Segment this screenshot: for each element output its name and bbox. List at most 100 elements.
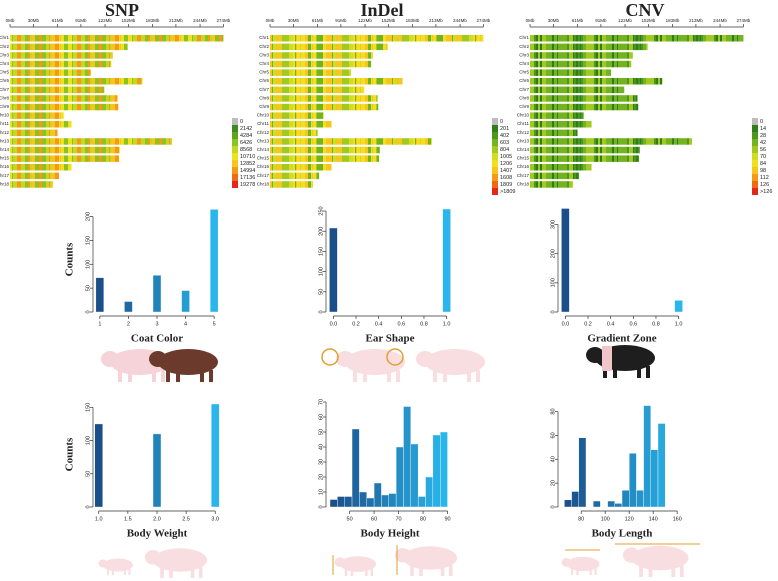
legend-label: 17136 <box>240 175 255 181</box>
ear-highlight <box>386 348 404 366</box>
chromosome-bar <box>530 103 639 111</box>
histogram-bar <box>657 423 666 508</box>
row-label: Chr9 <box>259 104 269 109</box>
panel-title: SNP <box>105 0 139 20</box>
legend-swatch <box>492 118 498 125</box>
legend-label: 10710 <box>240 154 255 160</box>
row-label: Chr11 <box>0 121 9 126</box>
row-label: Chr1 <box>259 35 269 40</box>
row-label: Chr5 <box>259 70 269 75</box>
legend-swatch <box>232 139 238 146</box>
x-tick-label: 0.4 <box>375 321 383 327</box>
chromosome-bar <box>270 129 318 137</box>
chromosome-bar <box>530 146 640 154</box>
histogram-bar <box>351 428 360 508</box>
legend-swatch <box>232 160 238 167</box>
pig-icon <box>416 349 485 382</box>
x-tick-label: 3.0 <box>211 516 219 522</box>
y-tick-label: 60 <box>318 414 324 420</box>
legend-label: 126 <box>760 182 769 188</box>
x-tick-label: 244Mb <box>193 18 207 23</box>
legend-label: 402 <box>500 133 509 139</box>
legend-label: 1809 <box>500 182 512 188</box>
row-label: Chr6 <box>519 78 529 83</box>
chromosome-bar <box>10 146 120 154</box>
y-axis-title: Counts <box>64 242 76 276</box>
y-tick-label: 70 <box>318 399 324 405</box>
x-tick-label: 61Mb <box>52 18 64 23</box>
chromosome-bar <box>10 95 118 102</box>
legend-swatch <box>752 188 758 195</box>
x-tick-label: 90 <box>444 516 450 522</box>
legend-swatch <box>232 132 238 139</box>
chromosome-bar <box>10 121 72 128</box>
legend-label: 112 <box>760 175 769 181</box>
x-tick-label: 122Mb <box>358 18 372 23</box>
y-tick-label: 50 <box>318 289 324 295</box>
legend-label: >126 <box>760 189 772 195</box>
row-label: Chr17 <box>0 173 9 178</box>
row-label: Chr15 <box>257 156 270 161</box>
histogram-bar <box>578 437 587 508</box>
legend-swatch <box>492 132 498 139</box>
y-tick-label: 50 <box>85 471 91 477</box>
histogram-bar <box>373 482 382 508</box>
x-axis-title: Body Weight <box>127 528 188 540</box>
row-label: Chr8 <box>259 95 269 100</box>
x-tick-label: 244Mb <box>453 18 467 23</box>
legend-label: 12852 <box>240 161 255 167</box>
legend-label: 6426 <box>240 140 252 146</box>
row-label: Chr2 <box>0 44 9 49</box>
row-label: Chr2 <box>259 44 269 49</box>
row-label: Chr9 <box>0 104 9 109</box>
chromosome-bar <box>530 78 663 85</box>
legend-label: 84 <box>760 161 766 167</box>
legend-swatch <box>232 174 238 181</box>
row-label: Chr4 <box>519 61 529 66</box>
y-tick-label: 10 <box>318 489 324 495</box>
chromosome-bar <box>530 35 744 42</box>
histogram-bar <box>440 431 448 508</box>
row-label: Chr11 <box>257 121 269 126</box>
legend-swatch <box>492 174 498 181</box>
histogram-bar <box>564 499 572 508</box>
histogram-bar <box>571 491 579 508</box>
histogram-bar <box>621 490 630 508</box>
legend-swatch <box>752 160 758 167</box>
legend-label: 98 <box>760 168 766 174</box>
legend-swatch <box>492 153 498 160</box>
x-tick-label: 30Mb <box>28 18 40 23</box>
bar <box>124 301 133 313</box>
row-label: Chr9 <box>519 104 529 109</box>
chromosome-bar <box>270 146 380 154</box>
row-label: Chr18 <box>257 181 270 186</box>
chromosome-bar <box>10 112 64 119</box>
chromosome-bar <box>270 181 313 188</box>
legend-label: 1005 <box>500 154 512 160</box>
legend-swatch <box>752 181 758 188</box>
y-tick-label: 0 <box>318 505 324 508</box>
row-label: Chr13 <box>0 138 9 143</box>
row-label: Chr10 <box>257 113 270 118</box>
x-axis-title: Ear Shape <box>365 333 414 345</box>
x-tick-label: 3 <box>155 321 158 327</box>
legend-swatch <box>232 181 238 188</box>
histogram-bar <box>410 443 419 508</box>
x-tick-label: 91Mb <box>595 18 607 23</box>
y-tick-label: 60 <box>550 432 556 438</box>
y-tick-label: 20 <box>318 474 324 480</box>
bar <box>152 433 162 508</box>
x-tick-label: 274Mb <box>477 18 491 23</box>
chromosome-bar <box>530 172 580 180</box>
row-label: Chr3 <box>0 52 9 57</box>
x-tick-label: 2.5 <box>182 516 190 522</box>
row-label: Chr1 <box>519 35 529 40</box>
legend-label: 8568 <box>240 147 252 153</box>
histogram-bar <box>607 500 615 508</box>
legend-swatch <box>492 167 498 174</box>
row-label: Chr17 <box>257 173 270 178</box>
chromosome-bar <box>530 164 592 171</box>
x-tick-label: 274Mb <box>217 18 231 23</box>
x-tick-label: 91Mb <box>335 18 347 23</box>
